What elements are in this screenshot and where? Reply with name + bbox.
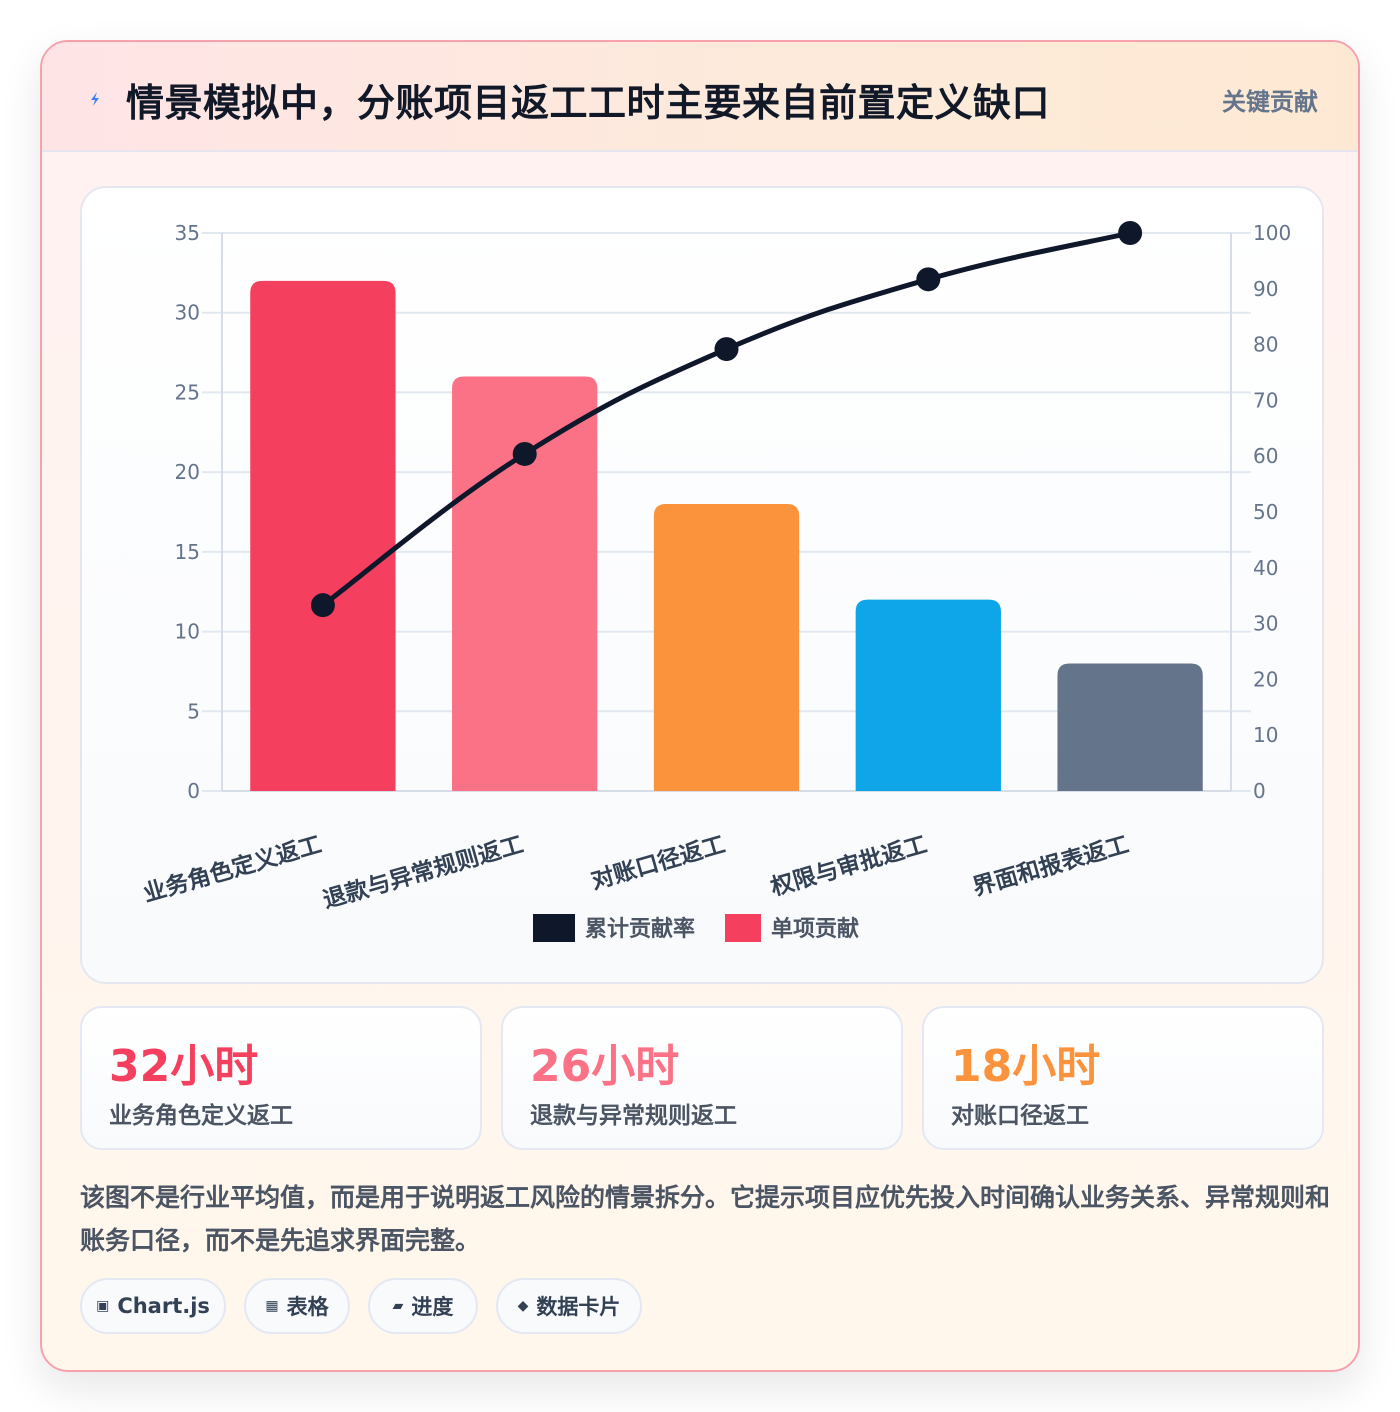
x-tick-label: 业务角色定义返工 xyxy=(140,831,324,908)
y-left-tick-label: 25 xyxy=(175,380,200,404)
stat-value: 32小时 xyxy=(109,1041,259,1092)
y-right-tick-label: 10 xyxy=(1253,723,1278,747)
bar xyxy=(250,280,396,791)
x-tick-label: 退款与异常规则返工 xyxy=(320,831,526,914)
tag-label: 表格 xyxy=(286,1295,329,1319)
tag-label: 进度 xyxy=(411,1295,454,1319)
stat-label: 退款与异常规则返工 xyxy=(530,1103,737,1129)
tag-table[interactable]: ▦ 表格 xyxy=(244,1278,350,1334)
stat-value: 26小时 xyxy=(530,1041,680,1092)
lightning-icon xyxy=(91,92,99,106)
tag-label: 数据卡片 xyxy=(536,1295,621,1319)
legend-label: 单项贡献 xyxy=(771,916,859,942)
y-right-tick-label: 90 xyxy=(1253,277,1278,301)
tag-label: Chart.js xyxy=(117,1294,210,1318)
y-right-tick-label: 60 xyxy=(1253,444,1278,468)
chart-panel: 0 5 10 15 20 25 30 35 0 10 20 30 40 50 60 70 80 90 100 业务角色… xyxy=(80,186,1324,984)
chart-icon: ▣ xyxy=(96,1298,110,1314)
y-right-tick-label: 50 xyxy=(1253,500,1278,524)
y-right-tick-label: 100 xyxy=(1253,221,1291,245)
legend-label: 累计贡献率 xyxy=(585,916,695,942)
diamond-icon: ◆ xyxy=(517,1298,529,1314)
line-point xyxy=(916,267,941,292)
bar xyxy=(1057,663,1203,791)
x-tick-label: 对账口径返工 xyxy=(588,832,728,895)
stat-card: 26小时 退款与异常规则返工 xyxy=(501,1006,903,1150)
x-tick-label: 权限与审批返工 xyxy=(767,831,930,902)
y-left-tick-label: 10 xyxy=(175,620,200,644)
y-right-tick-label: 0 xyxy=(1253,779,1266,803)
bar xyxy=(855,599,1001,791)
tag-progress[interactable]: ▰ 进度 xyxy=(368,1278,478,1334)
pareto-chart: 0 5 10 15 20 25 30 35 0 10 20 30 40 50 60 70 80 90 100 业务角色… xyxy=(140,221,1291,942)
table-icon: ▦ xyxy=(265,1298,279,1314)
stat-label: 对账口径返工 xyxy=(951,1103,1089,1129)
bar xyxy=(452,376,598,791)
y-left-tick-label: 15 xyxy=(175,540,200,564)
legend-swatch xyxy=(725,914,761,942)
y-right-tick-label: 40 xyxy=(1253,556,1278,580)
legend-swatch xyxy=(533,914,575,942)
progress-icon: ▰ xyxy=(392,1298,404,1314)
stat-value: 18小时 xyxy=(951,1041,1101,1092)
line-point xyxy=(1118,221,1143,245)
line-point xyxy=(310,593,335,618)
y-left-tick-label: 0 xyxy=(187,779,200,803)
y-right-tick-label: 30 xyxy=(1253,612,1278,636)
card-header: 情景模拟中，分账项目返工工时主要来自前置定义缺口 关键贡献 xyxy=(42,42,1358,152)
y-right-tick-label: 20 xyxy=(1253,667,1278,691)
chart-description: 该图不是行业平均值，而是用于说明返工风险的情景拆分。它提示项目应优先投入时间确认… xyxy=(80,1183,1331,1255)
x-tick-label: 界面和报表返工 xyxy=(970,832,1132,901)
stat-label: 业务角色定义返工 xyxy=(109,1103,293,1129)
page-title: 情景模拟中，分账项目返工工时主要来自前置定义缺口 xyxy=(126,81,1051,125)
tag-data-card[interactable]: ◆ 数据卡片 xyxy=(496,1278,642,1334)
y-right-tick-label: 80 xyxy=(1253,333,1278,357)
y-left-tick-label: 35 xyxy=(175,221,200,245)
line-point xyxy=(512,441,537,466)
stat-card: 18小时 对账口径返工 xyxy=(922,1006,1324,1150)
stat-cards: 32小时 业务角色定义返工 26小时 退款与异常规则返工 18小时 对账口径返工 xyxy=(80,1006,1324,1150)
y-left-tick-label: 30 xyxy=(175,301,200,325)
y-right-tick-label: 70 xyxy=(1253,388,1278,412)
stat-card: 32小时 业务角色定义返工 xyxy=(80,1006,482,1150)
y-left-tick-label: 20 xyxy=(175,460,200,484)
line-point xyxy=(714,337,739,362)
report-card: 情景模拟中，分账项目返工工时主要来自前置定义缺口 关键贡献 0 5 10 15 20 25… xyxy=(40,40,1360,1372)
key-contribution-badge: 关键贡献 xyxy=(1222,88,1318,116)
y-left-tick-label: 5 xyxy=(187,699,200,723)
bar xyxy=(653,504,800,791)
tag-chartjs[interactable]: ▣ Chart.js xyxy=(80,1278,226,1334)
